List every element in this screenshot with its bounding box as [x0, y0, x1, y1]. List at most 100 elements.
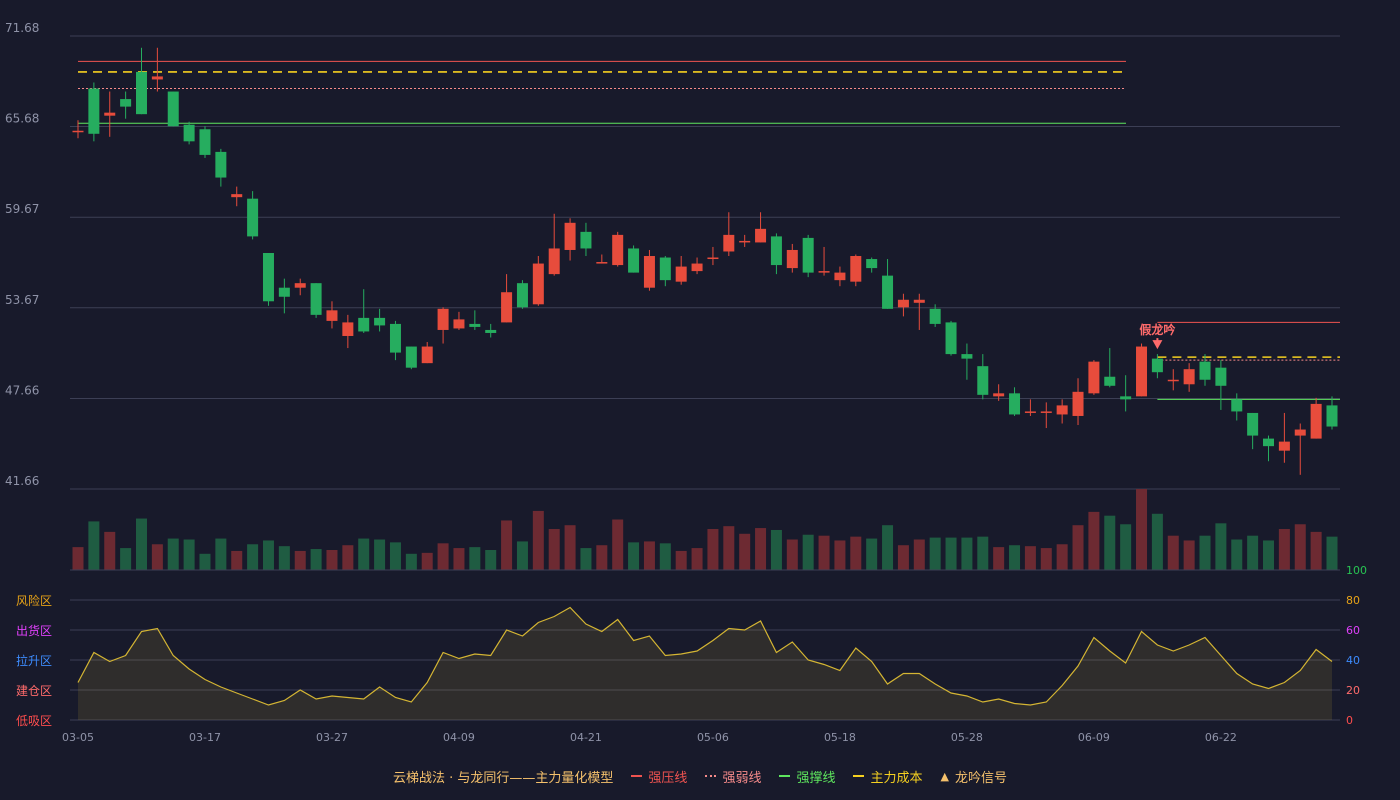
indicator-line	[77, 606, 1333, 706]
cost-line-swatch	[853, 775, 865, 777]
candle-body	[802, 237, 814, 273]
volume-bar	[389, 542, 401, 570]
candle-body	[628, 248, 640, 273]
candle-body	[310, 283, 322, 315]
volume-bar	[374, 539, 386, 570]
candle-body	[659, 257, 671, 281]
volume-bar	[850, 536, 862, 570]
volume-bar	[1263, 540, 1275, 570]
indicator-tick-label: 40	[1346, 654, 1360, 667]
candle-body	[612, 234, 624, 266]
price-tick-label: 59.67	[5, 202, 39, 216]
volume-bar	[897, 545, 909, 570]
legend-label-support: 强撑线	[796, 770, 836, 786]
volume-bar	[1024, 546, 1036, 570]
candle-body	[1263, 438, 1275, 447]
legend-item-support[interactable]: 强撑线	[779, 767, 835, 786]
candle-body	[199, 129, 211, 155]
volume-bar	[485, 549, 497, 570]
candle-body	[72, 130, 84, 133]
legend-item-weak[interactable]: 强弱线	[705, 767, 761, 786]
candle-body	[548, 248, 560, 275]
volume-bar	[1151, 513, 1163, 570]
volume-bar	[596, 545, 608, 570]
candle-body	[262, 252, 274, 302]
candle-body	[1024, 411, 1036, 413]
candle-body	[358, 317, 370, 332]
signal-label: 假龙吟	[1139, 322, 1175, 337]
volume-bar	[231, 550, 243, 570]
candle-body	[850, 256, 862, 282]
candle-body	[1040, 411, 1052, 413]
candle-body	[675, 266, 687, 282]
indicator-tick-label: 100	[1346, 564, 1367, 577]
candle-body	[1183, 369, 1195, 385]
candle-body	[215, 151, 227, 178]
volume-bar	[548, 529, 560, 570]
indicator-tick-label: 60	[1346, 624, 1360, 637]
candle-body	[437, 308, 449, 330]
candle-body	[342, 322, 354, 336]
candle-body	[183, 124, 195, 142]
volume-bar	[501, 520, 513, 570]
resist-line-swatch	[631, 775, 643, 777]
volume-bar	[945, 537, 957, 570]
candle-body	[564, 222, 576, 250]
candle-body	[866, 259, 878, 269]
date-tick-label: 05-06	[697, 731, 729, 744]
candle-body	[755, 228, 767, 243]
volume-bar	[183, 539, 195, 570]
volume-bar	[1167, 535, 1179, 570]
candle-body	[421, 346, 433, 364]
candle-body	[1278, 441, 1290, 451]
candle-body	[643, 256, 655, 288]
date-tick-label: 06-09	[1078, 731, 1110, 744]
volume-bar	[120, 548, 132, 570]
candle-body	[1009, 393, 1021, 415]
volume-bar	[262, 540, 274, 570]
legend-item-resist[interactable]: 强压线	[631, 767, 687, 786]
chart-svg: 41.66 47.66 53.67 59.67 65.68 71.68 100 80 风险区 60…	[5, 21, 1367, 744]
volume-bar	[1310, 531, 1322, 570]
price-tick-label: 47.66	[5, 383, 39, 397]
candle-body	[691, 263, 703, 272]
candle-body	[151, 76, 163, 80]
candle-body	[1104, 376, 1116, 386]
zone-label: 拉升区	[16, 653, 52, 668]
candle-body	[278, 287, 290, 297]
legend-title: 云梯战法 · 与龙同行——主力量化模型	[393, 770, 614, 786]
candle-body	[1088, 361, 1100, 394]
price-tick-label: 41.66	[5, 474, 39, 488]
zone-label: 出货区	[16, 623, 52, 638]
volume-bar	[691, 548, 703, 570]
volume-bar	[1247, 535, 1259, 570]
legend-item-cost[interactable]: 主力成本	[853, 767, 922, 786]
candle-body	[897, 299, 909, 308]
volume-bar	[1009, 545, 1021, 570]
volume-bar	[72, 547, 84, 570]
volume-bar	[215, 538, 227, 570]
legend-item-signal[interactable]: ▲ 龙吟信号	[940, 767, 1006, 786]
candle-body	[945, 322, 957, 355]
candle-body	[1310, 403, 1322, 439]
candle-body	[961, 354, 973, 359]
volume-bar	[358, 538, 370, 570]
candle-body	[294, 283, 306, 288]
volume-bar	[469, 547, 481, 570]
candle-body	[1167, 379, 1179, 382]
candle-body	[374, 317, 386, 326]
volume-bar	[135, 518, 147, 570]
volume-bar	[167, 538, 179, 570]
volume-bar	[1183, 540, 1195, 570]
candle-body	[723, 234, 735, 252]
volume-bar	[659, 543, 671, 570]
price-tick-label: 65.68	[5, 112, 39, 126]
volume-bar	[1104, 515, 1116, 570]
weak-line-swatch	[705, 775, 717, 777]
volume-bar	[1326, 536, 1338, 570]
volume-bar	[532, 510, 544, 570]
candle-body	[485, 329, 497, 333]
volume-bar	[1294, 524, 1306, 570]
candle-body	[1231, 399, 1243, 412]
